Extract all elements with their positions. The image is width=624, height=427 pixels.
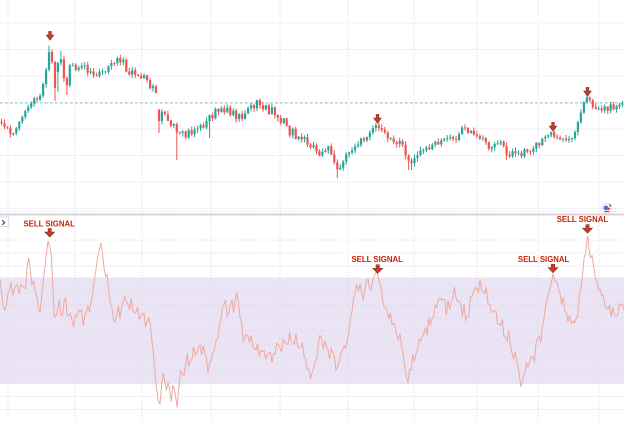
svg-text:SELL SIGNAL: SELL SIGNAL [23,219,75,228]
svg-text:SELL SIGNAL: SELL SIGNAL [557,215,609,224]
svg-text:SELL SIGNAL: SELL SIGNAL [518,255,570,264]
svg-text:SELL SIGNAL: SELL SIGNAL [351,255,403,264]
